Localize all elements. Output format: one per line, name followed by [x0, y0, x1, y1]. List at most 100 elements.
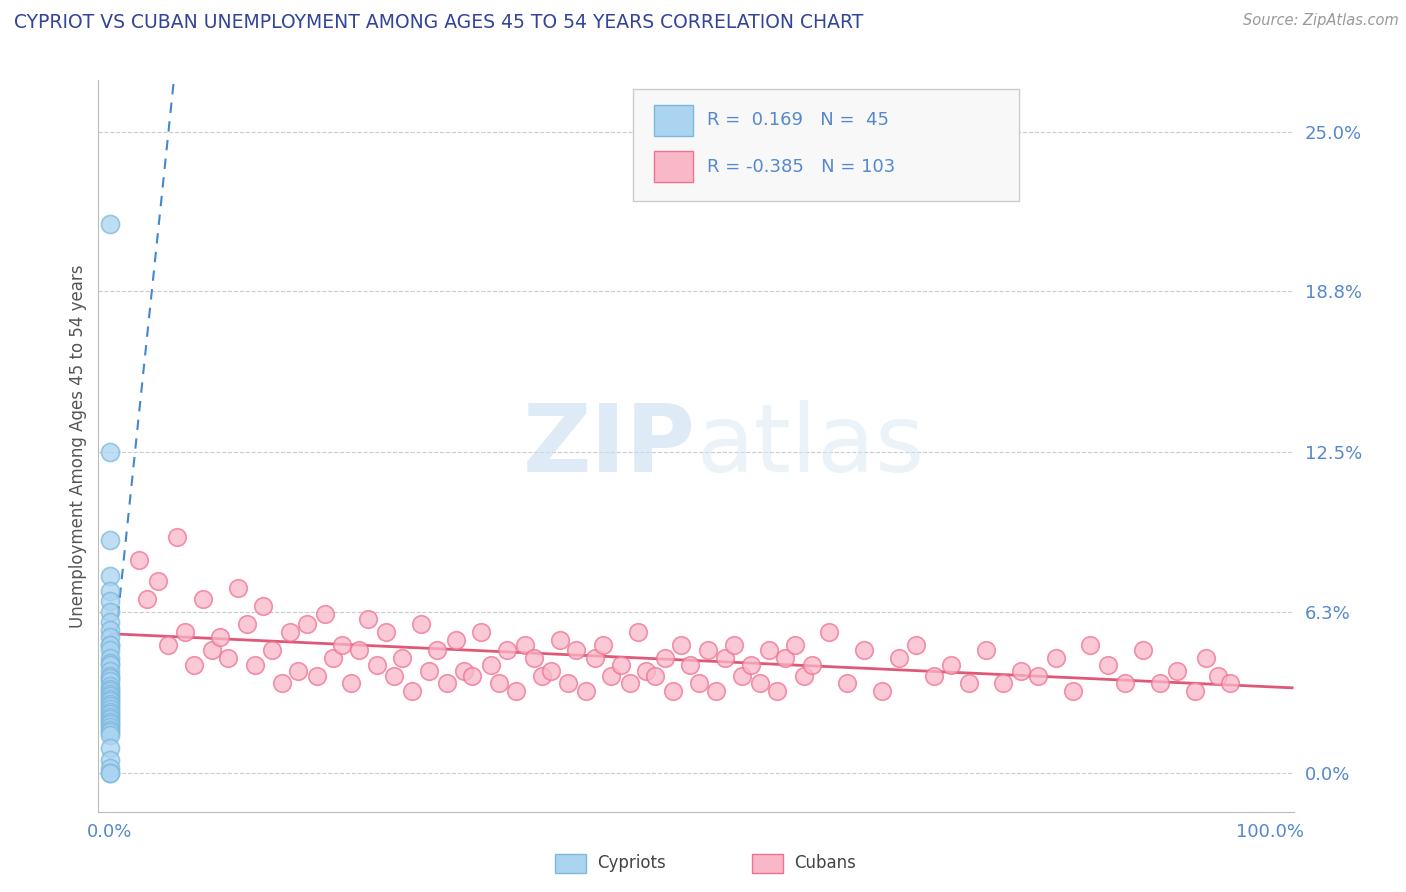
Point — [98, 630, 121, 644]
Point — [136, 591, 159, 606]
Point — [98, 669, 121, 683]
Point — [619, 676, 641, 690]
Point — [793, 669, 815, 683]
Point — [661, 684, 683, 698]
Point — [740, 658, 762, 673]
Point — [1010, 664, 1032, 678]
Point — [98, 664, 121, 678]
Point — [453, 664, 475, 678]
Point — [583, 650, 606, 665]
Point — [818, 625, 841, 640]
Point — [835, 676, 858, 690]
Point — [488, 676, 510, 690]
Text: Cypriots: Cypriots — [598, 855, 666, 872]
Point — [287, 664, 309, 678]
Point — [330, 638, 353, 652]
Point — [922, 669, 945, 683]
Point — [401, 684, 423, 698]
Text: CYPRIOT VS CUBAN UNEMPLOYMENT AMONG AGES 45 TO 54 YEARS CORRELATION CHART: CYPRIOT VS CUBAN UNEMPLOYMENT AMONG AGES… — [14, 13, 863, 32]
Point — [201, 643, 224, 657]
Point — [1195, 650, 1218, 665]
Point — [409, 617, 432, 632]
Point — [418, 664, 440, 678]
Point — [505, 684, 527, 698]
Point — [557, 676, 579, 690]
Point — [654, 650, 676, 665]
Point — [669, 638, 692, 652]
Point — [166, 530, 188, 544]
Point — [723, 638, 745, 652]
Point — [98, 594, 121, 608]
Point — [98, 684, 121, 698]
Point — [98, 568, 121, 582]
Point — [157, 638, 180, 652]
Point — [957, 676, 980, 690]
Point — [461, 669, 484, 683]
Text: ZIP: ZIP — [523, 400, 696, 492]
Point — [98, 671, 121, 685]
Point — [1166, 664, 1188, 678]
Point — [1045, 650, 1067, 665]
Point — [98, 717, 121, 731]
Point — [322, 650, 344, 665]
Point — [565, 643, 588, 657]
Point — [98, 766, 121, 780]
Point — [783, 638, 806, 652]
Point — [1219, 676, 1241, 690]
Point — [758, 643, 780, 657]
Point — [340, 676, 363, 690]
Point — [98, 699, 121, 714]
Point — [375, 625, 398, 640]
Point — [98, 690, 121, 704]
Point — [270, 676, 292, 690]
Point — [262, 643, 284, 657]
Point — [1026, 669, 1049, 683]
Point — [98, 697, 121, 711]
Point — [98, 673, 121, 688]
Point — [98, 714, 121, 729]
Point — [391, 650, 413, 665]
Point — [252, 599, 274, 614]
Point — [98, 691, 121, 706]
Y-axis label: Unemployment Among Ages 45 to 54 years: Unemployment Among Ages 45 to 54 years — [69, 264, 87, 628]
Point — [226, 582, 249, 596]
Point — [98, 658, 121, 673]
Point — [98, 694, 121, 708]
Point — [98, 710, 121, 724]
Point — [98, 623, 121, 637]
Point — [146, 574, 169, 588]
Point — [98, 705, 121, 719]
Point — [98, 584, 121, 599]
Point — [98, 605, 121, 619]
Point — [191, 591, 214, 606]
Point — [688, 676, 710, 690]
Point — [98, 615, 121, 629]
Point — [209, 630, 232, 644]
Point — [495, 643, 517, 657]
Point — [870, 684, 893, 698]
Point — [627, 625, 650, 640]
Point — [98, 643, 121, 657]
Point — [444, 632, 467, 647]
Point — [236, 617, 259, 632]
Text: Source: ZipAtlas.com: Source: ZipAtlas.com — [1243, 13, 1399, 29]
Point — [636, 664, 658, 678]
Text: R = -0.385   N = 103: R = -0.385 N = 103 — [707, 158, 896, 176]
Point — [98, 753, 121, 767]
Point — [887, 650, 910, 665]
Point — [436, 676, 458, 690]
Point — [696, 643, 718, 657]
Point — [600, 669, 623, 683]
Point — [98, 217, 121, 231]
Point — [548, 632, 571, 647]
Point — [98, 707, 121, 722]
Point — [217, 650, 239, 665]
Text: atlas: atlas — [696, 400, 924, 492]
Point — [98, 638, 121, 652]
Point — [1206, 669, 1229, 683]
Point — [1062, 684, 1084, 698]
Point — [128, 553, 150, 567]
Point — [748, 676, 770, 690]
Point — [278, 625, 301, 640]
Text: Cubans: Cubans — [794, 855, 856, 872]
